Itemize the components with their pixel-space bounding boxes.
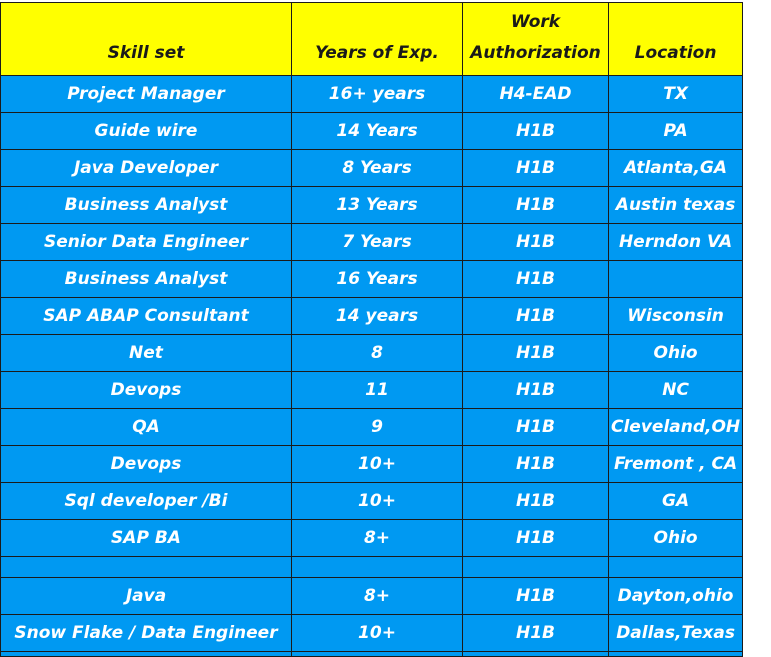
table-row: Devops 10+ H1B Fremont , CA [0,445,744,483]
table-row [0,556,744,578]
skill-cell: QA [0,408,292,446]
skill-cell: Net [0,334,292,372]
skill-cell: Java [0,577,292,615]
years-cell: 7 Years [291,223,463,261]
location-cell: TX [607,75,744,113]
years-cell: 10+ [291,614,463,652]
location-cell: Dallas,Texas [607,614,744,652]
authorization-cell: H1B [462,260,609,298]
authorization-cell: H1B [462,112,609,150]
authorization-cell: H1B [462,371,609,409]
candidates-table: Skill set Years of Exp. Work Authorizati… [0,2,744,657]
header-work-authorization-line2: Authorization [470,43,601,63]
years-cell: 8 Years [291,149,463,187]
skill-cell: Business Analyst [0,260,292,298]
authorization-cell: H1B [462,149,609,187]
skill-cell: Senior Data Engineer [0,223,292,261]
table-row: Net 8 H1B Ohio [0,334,744,372]
skill-cell: SAP BA [0,519,292,557]
years-cell: 8+ [291,577,463,615]
years-cell: 13 Years [291,186,463,224]
years-cell: 9 [291,408,463,446]
location-cell: Ohio [607,519,744,557]
skill-cell: Project Manager [0,75,292,113]
header-location: Location [607,2,744,76]
authorization-cell: H1B [462,297,609,335]
location-cell: PA [607,112,744,150]
skill-cell: SAP ABAP Consultant [0,297,292,335]
table-row: SAP BA 8+ H1B Ohio [0,519,744,557]
authorization-cell: H1B [462,482,609,520]
table-row: Java Developer 8 Years H1B Atlanta,GA [0,149,744,187]
table-body: Project Manager 16+ years H4-EAD TX Guide wi… [0,75,744,657]
years-cell: 8+ [291,519,463,557]
table-row: Business Analyst 16 Years H1B [0,260,744,298]
years-cell: 11 [291,371,463,409]
table-row: Project Manager 16+ years H4-EAD TX [0,75,744,113]
table-row: Snow Flake / Data Engineer 10+ H1B Dallas,T… [0,614,744,652]
authorization-cell: H4-EAD [462,75,609,113]
years-cell: 16+ years [291,75,463,113]
table-row: Java 8+ H1B Dayton,ohio [0,577,744,615]
table-row: Business Analyst 13 Years H1B Austin texas [0,186,744,224]
location-cell [607,556,744,578]
years-cell: 10+ [291,445,463,483]
table-row: Devops 11 H1B NC [0,371,744,409]
location-cell: Ohio [607,334,744,372]
table-row: Senior Data Engineer 7 Years H1B Herndon VA [0,223,744,261]
authorization-cell: H1B [462,334,609,372]
skill-cell: Business Analyst [0,186,292,224]
years-cell: 16 Years [291,260,463,298]
authorization-cell: H1B [462,223,609,261]
location-cell [607,260,744,298]
location-cell: NC [607,371,744,409]
location-cell: Dayton,ohio [607,577,744,615]
header-skill-set: Skill set [0,2,292,76]
table-row: QA 9 H1B Cleveland,OH [0,408,744,446]
skill-cell: Snow Flake / Data Engineer [0,614,292,652]
authorization-cell: H1B [462,445,609,483]
authorization-cell: H1B [462,186,609,224]
years-cell: 10+ [291,482,463,520]
skill-cell [0,556,292,578]
skill-cell: Devops [0,371,292,409]
location-cell: Fremont , CA [607,445,744,483]
header-years-of-exp: Years of Exp. [291,2,463,76]
authorization-cell: H1B [462,614,609,652]
table-row: Guide wire 14 Years H1B PA [0,112,744,150]
years-cell [291,556,463,578]
years-cell: 14 years [291,297,463,335]
skill-cell: Devops [0,445,292,483]
skill-cell: Guide wire [0,112,292,150]
years-cell: 14 Years [291,112,463,150]
authorization-cell: H1B [462,577,609,615]
table-row: SAP ABAP Consultant 14 years H1B Wisconsin [0,297,744,335]
skill-cell: Sql developer /Bi [0,482,292,520]
years-cell: 8 [291,334,463,372]
authorization-cell: H1B [462,519,609,557]
location-cell: Herndon VA [607,223,744,261]
location-cell: Wisconsin [607,297,744,335]
authorization-cell [462,556,609,578]
skill-cell: Java Developer [0,149,292,187]
location-cell: Cleveland,OH [607,408,744,446]
table-header-row: Skill set Years of Exp. Work Authorizati… [0,2,744,76]
header-work-authorization: Work Authorization [462,2,609,76]
location-cell: Austin texas [607,186,744,224]
table-row: Sql developer /Bi 10+ H1B GA [0,482,744,520]
location-cell: GA [607,482,744,520]
table-container: Skill set Years of Exp. Work Authorizati… [0,2,744,657]
location-cell: Atlanta,GA [607,149,744,187]
header-work-authorization-line1: Work [510,12,561,32]
authorization-cell: H1B [462,408,609,446]
